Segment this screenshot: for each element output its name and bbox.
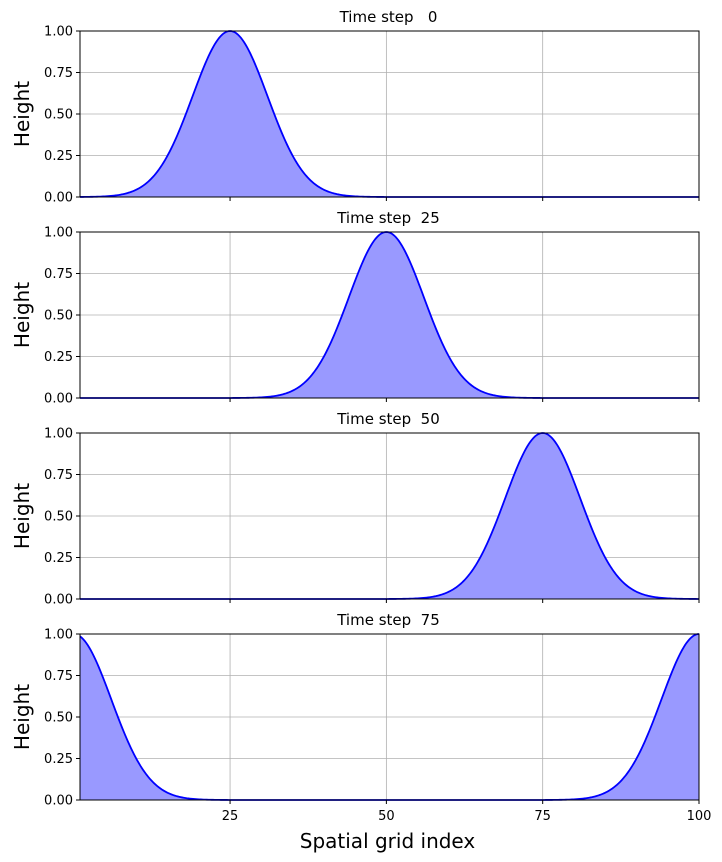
- y-tick-label: 0.00: [44, 794, 73, 809]
- y-tick-label: 0.00: [44, 593, 73, 608]
- x-tick-label: 75: [534, 809, 551, 824]
- y-tick-label: 1.00: [44, 25, 73, 40]
- y-axis-label: Height: [10, 684, 34, 750]
- y-tick-label: 0.75: [44, 669, 73, 684]
- area-fill: [80, 634, 699, 800]
- panel-1: 0.00 0.25 0.50 0.75 1.00 Time step 25 Height: [10, 209, 700, 407]
- x-tick-label: 50: [378, 809, 395, 824]
- y-tick-label: 1.00: [44, 427, 73, 442]
- panel-0: 0.00 0.25 0.50 0.75 1.00 Time step 0 Height: [10, 8, 700, 206]
- y-tick-label: 0.00: [44, 392, 73, 407]
- x-axis-label: Spatial grid index: [300, 829, 476, 853]
- y-tick-label: 0.00: [44, 191, 73, 206]
- y-axis-label: Height: [10, 282, 34, 348]
- y-tick-label: 0.25: [44, 551, 73, 566]
- y-tick-label: 0.50: [44, 108, 73, 123]
- panel-title: Time step 75: [336, 611, 440, 629]
- y-tick-label: 0.50: [44, 711, 73, 726]
- area-fill: [80, 31, 699, 197]
- y-tick-label: 0.25: [44, 350, 73, 365]
- y-tick-label: 0.50: [44, 510, 73, 525]
- y-tick-label: 0.75: [44, 468, 73, 483]
- y-tick-label: 0.50: [44, 309, 73, 324]
- panel-title: Time step 0: [339, 8, 438, 26]
- panel-2: 0.00 0.25 0.50 0.75 1.00 Time step 50 Height: [10, 410, 700, 608]
- x-tick-label: 100: [687, 809, 712, 824]
- y-tick-label: 0.75: [44, 267, 73, 282]
- panel-3: 0.00 0.25 0.50 0.75 1.00 25 50 75 100 Time step 7…: [10, 611, 711, 824]
- y-tick-label: 0.25: [44, 149, 73, 164]
- y-tick-label: 1.00: [44, 226, 73, 241]
- y-tick-label: 1.00: [44, 628, 73, 643]
- x-tick-label: 25: [222, 809, 239, 824]
- panel-title: Time step 50: [336, 410, 440, 428]
- y-axis-label: Height: [10, 483, 34, 549]
- area-fill: [80, 433, 699, 599]
- area-fill: [80, 232, 699, 398]
- panel-title: Time step 25: [336, 209, 440, 227]
- y-tick-label: 0.25: [44, 752, 73, 767]
- y-axis-label: Height: [10, 81, 34, 147]
- y-tick-label: 0.75: [44, 66, 73, 81]
